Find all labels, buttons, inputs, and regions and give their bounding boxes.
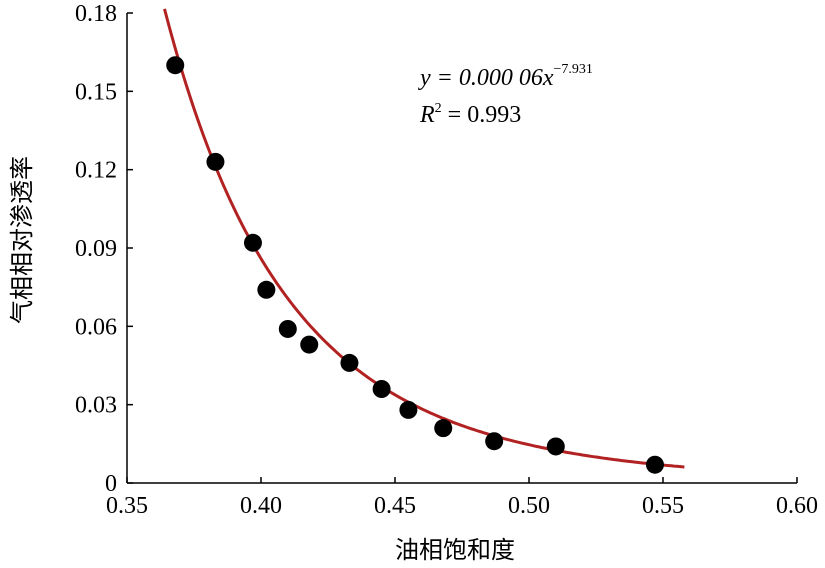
- x-tick-label: 0.45: [374, 493, 416, 519]
- data-point: [485, 432, 504, 451]
- data-point: [546, 437, 565, 456]
- x-axis-label: 油相饱和度: [395, 536, 515, 564]
- y-tick-label: 0.09: [75, 236, 117, 262]
- y-tick-label: 0.03: [75, 393, 117, 419]
- x-tick-label: 0.35: [106, 493, 148, 519]
- y-tick-label: 0: [105, 471, 117, 497]
- data-point: [257, 280, 276, 299]
- data-point: [278, 319, 297, 338]
- data-point: [166, 56, 185, 75]
- data-point: [340, 353, 359, 372]
- y-tick-label: 0.18: [75, 1, 117, 27]
- x-tick-label: 0.60: [776, 493, 818, 519]
- y-tick-label: 0.15: [75, 79, 117, 105]
- axes: 0.35 0.40 0.45 0.50 0.55 0.60 0 0.03 0.06 0.09 0.1…: [75, 1, 818, 519]
- x-tick-label: 0.55: [642, 493, 684, 519]
- y-tick-label: 0.06: [75, 314, 117, 340]
- y-axis-label: 气相相对渗透率: [8, 156, 36, 324]
- equation-label: y = 0.000 06x−7.931: [418, 62, 593, 91]
- r2-label: R2 = 0.993: [419, 101, 521, 128]
- x-tick-label: 0.40: [240, 493, 282, 519]
- data-point: [300, 335, 319, 354]
- data-point: [399, 400, 418, 419]
- data-point: [372, 380, 391, 398]
- data-point: [243, 233, 262, 252]
- data-point: [645, 455, 664, 474]
- y-tick-label: 0.12: [75, 158, 117, 184]
- data-point: [206, 152, 225, 171]
- x-tick-label: 0.50: [508, 493, 550, 519]
- data-point: [434, 419, 453, 438]
- data-points: [166, 56, 664, 474]
